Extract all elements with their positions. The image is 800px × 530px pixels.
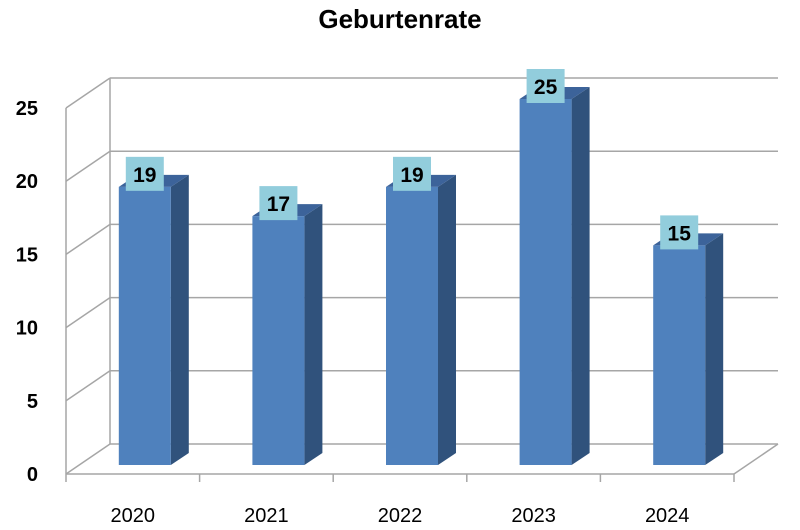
bar-side-2 <box>438 174 456 465</box>
chart-title: Geburtenrate <box>318 4 482 34</box>
gridline-diag-1 <box>65 370 111 402</box>
y-tick-label-4: 20 <box>16 171 38 193</box>
gridline-diag-2 <box>65 296 111 329</box>
data-label-bg-4 <box>660 215 699 250</box>
bar-3 <box>519 99 572 465</box>
bar-4 <box>653 245 706 465</box>
bar-2 <box>386 186 438 465</box>
gridline-diag-5 <box>65 77 111 109</box>
y-tick-label-1: 5 <box>27 391 38 413</box>
y-tick-label-0: 0 <box>27 464 38 486</box>
data-label-1: 17 <box>267 193 290 216</box>
y-tick-label-2: 10 <box>16 318 38 340</box>
data-label-4: 15 <box>668 222 692 245</box>
x-tick-label-3: 2023 <box>511 505 556 527</box>
data-label-bg-3 <box>526 69 565 103</box>
data-label-bg-0 <box>125 156 164 191</box>
y-tick-label-5: 25 <box>16 98 38 120</box>
data-label-2: 19 <box>400 164 423 187</box>
gridline-diag-4 <box>65 150 111 182</box>
gridline-diag-0 <box>65 443 111 475</box>
data-label-bg-1 <box>259 186 298 221</box>
x-tick-label-4: 2024 <box>645 505 690 527</box>
gridline-diag-3 <box>65 223 111 256</box>
bar-side-0 <box>170 174 189 465</box>
data-label-3: 25 <box>534 76 558 99</box>
data-label-0: 19 <box>133 164 156 187</box>
bar-1 <box>252 216 305 465</box>
bar-side-3 <box>571 87 590 465</box>
bar-0 <box>118 186 171 465</box>
data-label-bg-2 <box>393 156 431 191</box>
x-tick-label-0: 2020 <box>111 505 156 527</box>
bar-side-4 <box>705 233 724 465</box>
x-tick-label-2: 2022 <box>378 505 423 527</box>
floor-right-edge <box>733 443 779 475</box>
bar-side-1 <box>304 204 323 465</box>
y-tick-label-3: 15 <box>16 244 38 266</box>
x-tick-label-1: 2021 <box>244 505 289 527</box>
